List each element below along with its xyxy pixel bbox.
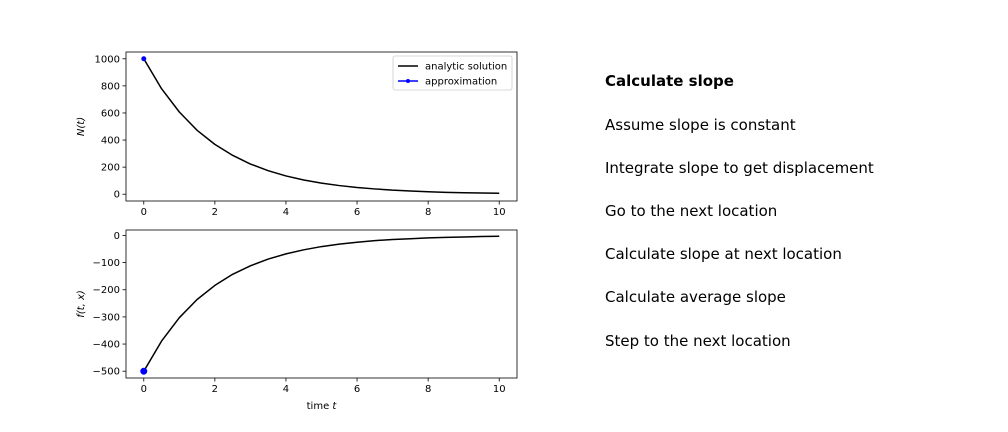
x-tick-label: 6 — [354, 384, 360, 395]
step-item: Calculate average slope — [605, 288, 786, 306]
data-point — [140, 367, 148, 375]
step-item: Calculate slope at next location — [605, 245, 842, 263]
x-tick-label: 6 — [354, 207, 360, 218]
legend: analytic solution approximation — [392, 55, 513, 91]
x-tick-label: 2 — [212, 384, 218, 395]
x-tick-label: 8 — [425, 384, 431, 395]
x-tick-label: 0 — [141, 207, 147, 218]
step-item: Integrate slope to get displacement — [605, 159, 874, 177]
legend-frame — [392, 55, 513, 91]
y-tick-label: −500 — [93, 367, 120, 378]
x-tick-label: 10 — [493, 384, 506, 395]
step-item: Assume slope is constant — [605, 116, 796, 134]
step-item: Step to the next location — [605, 332, 791, 350]
x-tick-label: 10 — [493, 207, 506, 218]
y-tick-label: 400 — [101, 136, 120, 147]
y-axis-label: f(t, x) — [76, 290, 87, 318]
data-point — [141, 56, 147, 62]
plot-frame — [125, 229, 518, 379]
y-tick-label: 200 — [101, 163, 120, 174]
series-line — [143, 235, 500, 372]
x-axis-label: time t — [307, 401, 338, 412]
series-line — [143, 58, 500, 195]
x-tick-label: 0 — [141, 384, 147, 395]
legend-marker — [406, 79, 410, 83]
y-tick-label: 0 — [114, 231, 120, 242]
y-axis-label: N(t) — [76, 117, 87, 136]
y-tick-label: 1000 — [95, 54, 120, 65]
step-item: Calculate slope — [605, 72, 734, 90]
plot-frame — [125, 51, 518, 202]
legend-label: analytic solution — [425, 62, 507, 73]
y-tick-label: −100 — [93, 258, 120, 269]
x-tick-label: 8 — [425, 207, 431, 218]
y-tick-label: 800 — [101, 81, 120, 92]
y-tick-label: 0 — [114, 190, 120, 201]
legend-label: approximation — [425, 77, 497, 88]
y-tick-label: −300 — [93, 312, 120, 323]
bottom-chart-panel: 0 2 4 6 8 10 0 −100 −200 −300 −400 −500 f(t, x) time … — [76, 229, 518, 412]
x-tick-label: 2 — [212, 207, 218, 218]
x-tick-label: 4 — [283, 207, 289, 218]
top-chart-panel: 0 2 4 6 8 10 0 200 400 600 800 1000 N(t) analytic sol… — [76, 51, 518, 218]
x-tick-label: 4 — [283, 384, 289, 395]
y-tick-label: −400 — [93, 340, 120, 351]
y-tick-label: −200 — [93, 285, 120, 296]
y-tick-label: 600 — [101, 108, 120, 119]
step-item: Go to the next location — [605, 202, 778, 220]
